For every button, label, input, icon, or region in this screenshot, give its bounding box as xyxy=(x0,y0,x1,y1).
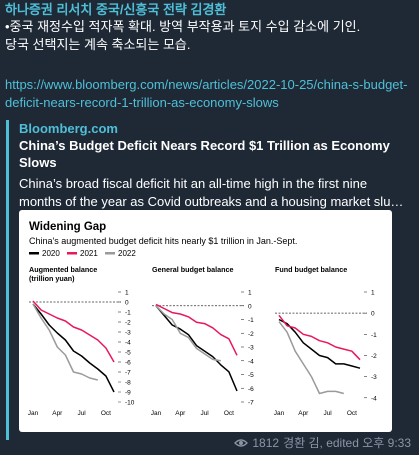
y-tick-label: -4 xyxy=(371,395,377,402)
legend-label-2021: 2021 xyxy=(80,249,98,258)
preview-site-name: Bloomberg.com xyxy=(19,121,118,136)
y-tick-label: -7 xyxy=(248,400,254,407)
view-count: 1812 xyxy=(252,435,280,450)
message-line-1: •중국 재정수입 적자폭 확대. 방역 부작용과 토지 수입 감소에 기인. xyxy=(5,19,361,34)
sender-name[interactable]: 하나증권 리서치 중국/신흥국 전략 김경환 xyxy=(5,2,227,17)
preview-desc-line-2: months of the year as Covid outbreaks an… xyxy=(19,194,404,209)
panel-subtitle: (trillion yuan) xyxy=(29,274,75,283)
series-line-2022 xyxy=(278,321,344,395)
y-tick-label: 0 xyxy=(371,311,375,318)
x-tick-label: Jul xyxy=(200,410,209,417)
chart-legend: 2020 2021 2022 xyxy=(29,249,136,258)
y-tick-label: -3 xyxy=(125,330,131,337)
series-line-2021 xyxy=(155,303,238,356)
x-tick-label: Apr xyxy=(52,410,63,417)
series-line-2020 xyxy=(278,318,361,369)
panel-3: Fund budget balance 1 0 -1 -2 -3 -4 Jan Apr Jul Oc… xyxy=(274,265,377,417)
legend-swatch-2021 xyxy=(67,252,77,255)
legend-swatch-2022 xyxy=(105,252,115,255)
y-tick-label: -7 xyxy=(125,370,131,377)
x-tick-label: Apr xyxy=(298,410,309,417)
x-tick-label: Jul xyxy=(77,410,86,417)
x-tick-label: Jan xyxy=(28,410,39,417)
y-tick-label: -5 xyxy=(248,372,254,379)
message-footer: 1812 경환 김, edited 오후 9:33 xyxy=(234,434,411,451)
y-tick-label: -4 xyxy=(248,358,254,365)
y-tick-label: -1 xyxy=(371,332,377,339)
y-tick-label: 0 xyxy=(248,303,252,310)
x-tick-label: Jan xyxy=(151,410,162,417)
series-line-2022 xyxy=(32,303,98,381)
y-tick-label: -1 xyxy=(248,317,254,324)
x-tick-label: Apr xyxy=(175,410,186,417)
panel-2: General budget balance 1 0 -1 -2 -3 -4 -5 -6 -7 Ja… xyxy=(151,265,254,417)
preview-title: China’s Budget Deficit Nears Record $1 T… xyxy=(19,138,390,170)
series-line-2020 xyxy=(32,303,115,393)
chart-subtitle: China's augmented budget deficit hits ne… xyxy=(29,236,297,246)
panel-title: General budget balance xyxy=(152,265,233,274)
y-tick-label: -2 xyxy=(125,320,131,327)
x-tick-label: Jul xyxy=(323,410,332,417)
y-tick-label: -3 xyxy=(248,345,254,352)
y-tick-label: 0 xyxy=(125,300,129,307)
y-tick-label: -8 xyxy=(125,380,131,387)
eye-icon xyxy=(234,438,249,447)
series-line-2020 xyxy=(155,305,238,392)
preview-desc-line-1: China’s broad fiscal deficit hit an all-… xyxy=(19,176,368,191)
chart-svg: Widening Gap China's augmented budget de… xyxy=(28,221,377,417)
preview-description: China’s broad fiscal deficit hit an all-… xyxy=(19,175,414,211)
x-tick-label: Oct xyxy=(347,410,357,417)
y-tick-label: -5 xyxy=(125,350,131,357)
y-tick-label: 1 xyxy=(371,290,375,297)
series-line-2021 xyxy=(278,314,361,361)
y-tick-label: -4 xyxy=(125,340,131,347)
article-link[interactable]: https://www.bloomberg.com/news/articles/… xyxy=(5,77,408,110)
link-preview[interactable]: Bloomberg.com China’s Budget Deficit Nea… xyxy=(6,120,414,440)
y-tick-label: -9 xyxy=(125,390,131,397)
y-tick-label: -2 xyxy=(248,331,254,338)
legend-label-2022: 2022 xyxy=(118,249,136,258)
y-tick-label: 1 xyxy=(125,290,129,297)
message-meta: 경환 김, edited 오후 9:33 xyxy=(283,436,411,450)
chart-title: Widening Gap xyxy=(29,221,106,233)
chart-panels: Augmented balance(trillion yuan) 1 0 -1 -2 -3… xyxy=(28,265,377,417)
y-tick-label: -3 xyxy=(371,374,377,381)
legend-swatch-2020 xyxy=(29,252,39,255)
y-tick-label: 1 xyxy=(248,290,252,297)
series-line-2022 xyxy=(155,305,221,362)
panel-title: Fund budget balance xyxy=(275,265,347,274)
message-line-2: 당국 선택지는 계속 축소되는 모습. xyxy=(5,37,191,52)
y-tick-label: -10 xyxy=(125,400,135,407)
preview-chart-image[interactable]: Widening Gap China's augmented budget de… xyxy=(19,210,392,432)
x-tick-label: Jan xyxy=(274,410,285,417)
legend-label-2020: 2020 xyxy=(42,249,60,258)
panel-1: Augmented balance(trillion yuan) 1 0 -1 -2 -3… xyxy=(28,265,135,417)
x-tick-label: Oct xyxy=(101,410,111,417)
y-tick-label: -6 xyxy=(248,386,254,393)
y-tick-label: -6 xyxy=(125,360,131,367)
message-bubble: 하나증권 리서치 중국/신흥국 전략 김경환 •중국 재정수입 적자폭 확대. … xyxy=(5,2,413,112)
y-tick-label: -2 xyxy=(371,353,377,360)
panel-title: Augmented balance xyxy=(29,265,97,274)
x-tick-label: Oct xyxy=(224,410,234,417)
y-tick-label: -1 xyxy=(125,310,131,317)
series-line-2021 xyxy=(32,300,115,363)
